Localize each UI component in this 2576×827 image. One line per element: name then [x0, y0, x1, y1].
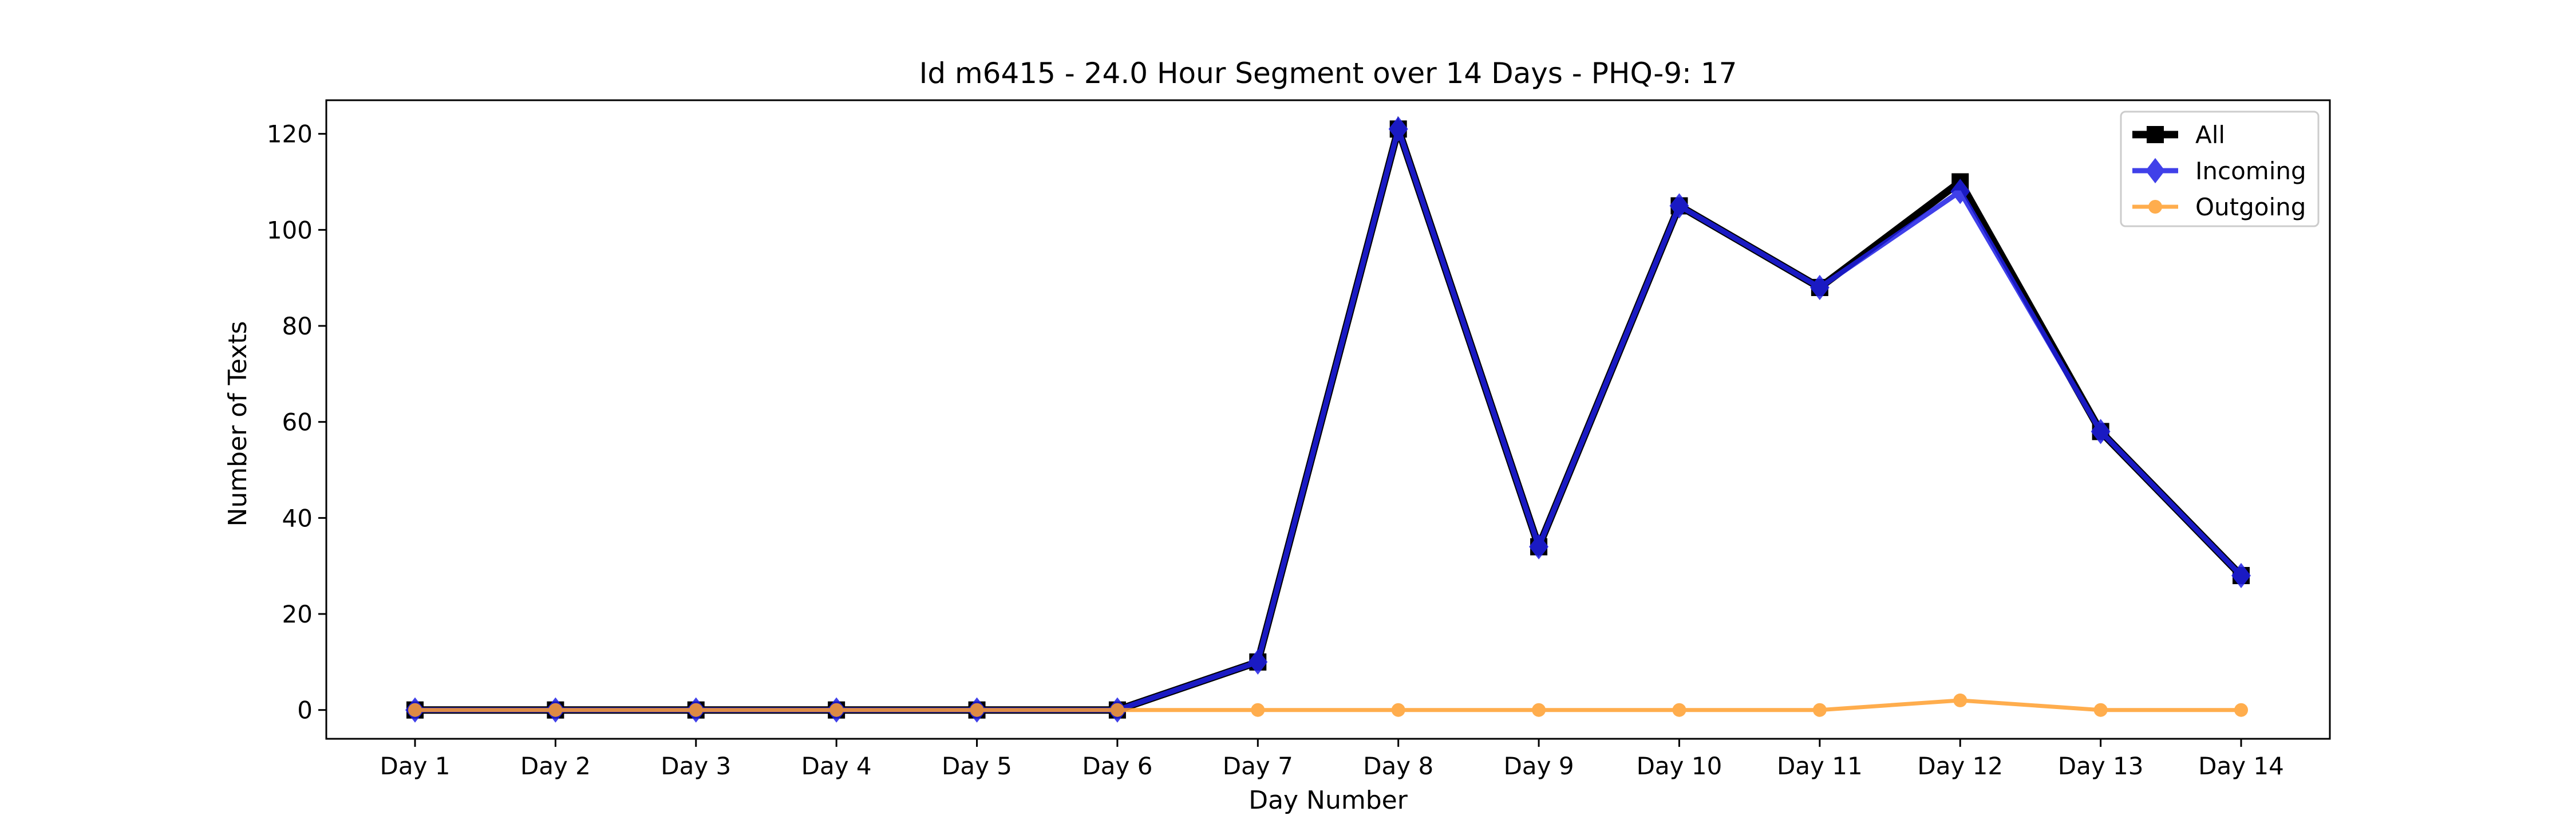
- y-tick-label: 20: [282, 600, 313, 628]
- x-tick-label: Day 4: [801, 752, 872, 780]
- data-point-outgoing: [2234, 703, 2248, 717]
- x-tick-label: Day 13: [2058, 752, 2144, 780]
- data-point-incoming: [1388, 116, 1408, 142]
- legend-entry-all: [2132, 126, 2178, 143]
- legend-marker-all: [2147, 126, 2164, 143]
- legend-marker-outgoing: [2148, 200, 2162, 214]
- x-tick-label: Day 3: [661, 752, 731, 780]
- data-point-incoming: [2231, 562, 2251, 589]
- data-point-incoming: [1529, 534, 1549, 560]
- x-tick-label: Day 7: [1223, 752, 1293, 780]
- series-outgoing: [408, 693, 2248, 717]
- series-line-all: [415, 116, 2244, 714]
- data-point-incoming: [1248, 649, 1268, 675]
- data-point-outgoing: [689, 703, 703, 717]
- legend-box: [2120, 111, 2320, 227]
- legend-label-all: All: [2195, 121, 2225, 149]
- x-tick-label: Day 10: [1637, 752, 1722, 780]
- y-axis-label: Number of Texts: [223, 321, 252, 526]
- data-point-outgoing: [408, 703, 422, 717]
- chart-title: Id m6415 - 24.0 Hour Segment over 14 Day…: [919, 57, 1737, 90]
- x-tick-label: Day 8: [1363, 752, 1433, 780]
- data-point-outgoing: [1110, 703, 1124, 717]
- data-point-incoming: [1809, 274, 1830, 301]
- x-tick-label: Day 14: [2198, 752, 2284, 780]
- x-tick-label: Day 6: [1082, 752, 1152, 780]
- x-tick-label: Day 12: [1917, 752, 2003, 780]
- legend-entry-outgoing: [2132, 200, 2178, 214]
- data-point-outgoing: [1672, 703, 1686, 717]
- series-line-outgoing: [415, 698, 2241, 712]
- x-tick-label: Day 1: [380, 752, 450, 780]
- data-point-incoming: [1950, 179, 1970, 204]
- y-tick-label: 40: [282, 504, 313, 532]
- series-line-incoming: [415, 120, 2243, 713]
- data-point-outgoing: [1532, 703, 1546, 717]
- y-tick-label: 60: [282, 408, 313, 436]
- plot-area: 0 20 40 60 80 100 120 Day 1 Day 2 Day 3 Day 4 Day 5…: [267, 99, 2331, 780]
- data-point-outgoing: [829, 703, 844, 717]
- data-point-outgoing: [1251, 703, 1265, 717]
- data-point-outgoing: [2093, 703, 2108, 717]
- data-point-outgoing: [1953, 693, 1967, 707]
- y-tick-label: 0: [297, 696, 313, 724]
- x-tick-label: Day 5: [942, 752, 1012, 780]
- legend-marker-incoming: [2146, 157, 2165, 184]
- y-tick-label: 120: [267, 120, 313, 148]
- legend-label-outgoing: Outgoing: [2195, 193, 2306, 221]
- x-tick-label: Day 2: [520, 752, 591, 780]
- x-axis-label: Day Number: [1249, 786, 1408, 815]
- x-tick-label: Day 9: [1504, 752, 1574, 780]
- legend-label-incoming: Incoming: [2195, 157, 2306, 185]
- data-point-incoming: [2091, 419, 2111, 444]
- y-tick-label: 100: [267, 216, 313, 244]
- plot-frame: [325, 99, 2331, 740]
- data-point-outgoing: [1391, 703, 1405, 717]
- data-point-outgoing: [970, 703, 984, 717]
- data-point-outgoing: [1812, 703, 1827, 717]
- data-point-incoming: [1669, 193, 1689, 219]
- y-tick-label: 80: [282, 312, 313, 340]
- legend: All Incoming Outgoing: [2120, 111, 2320, 227]
- legend-entry-incoming: [2132, 157, 2178, 184]
- x-tick-label: Day 11: [1777, 752, 1863, 780]
- data-point-outgoing: [548, 703, 563, 717]
